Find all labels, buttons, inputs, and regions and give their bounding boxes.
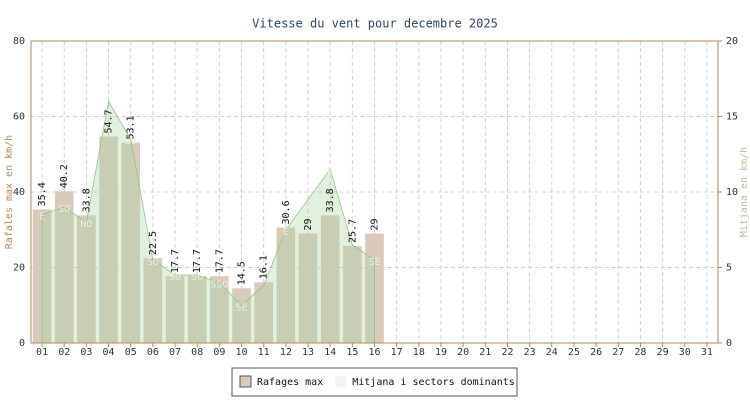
x-tick-label: 29 [657,347,669,358]
x-tick-label: 11 [258,347,270,358]
bar [254,282,274,343]
value-label: 33.8 [81,188,92,212]
value-label: 17.7 [214,249,225,273]
y-tick-label: 40 [13,187,25,198]
x-tick-label: 20 [457,347,469,358]
sector-label: NO [80,219,92,230]
value-label: 14.5 [237,261,248,285]
y-axis-label: Rafales max en km/h [4,135,15,249]
x-tick-label: 15 [346,347,358,358]
x-tick-label: 28 [634,347,646,358]
x-tick-label: 22 [501,347,513,358]
legend-label: Rafages max [257,377,323,388]
bar [187,276,207,343]
value-label: 17.7 [192,249,203,273]
x-tick-label: 01 [36,347,48,358]
sector-label: E [39,212,45,223]
bar [77,215,96,343]
sector-label: E [283,227,289,238]
value-label: 30.6 [281,200,292,224]
bar [276,227,296,343]
x-tick-label: 30 [679,347,691,358]
x-tick-label: 25 [568,347,580,358]
sector-label: SO [125,136,137,147]
legend-swatch [239,375,252,388]
legend-label: Mitjana i sectors dominants [352,377,515,388]
x-tick-label: 08 [191,347,203,358]
x-tick-label: 17 [391,347,403,358]
sector-label: SSO [210,280,228,291]
sector-label: SO [58,204,70,215]
bar [54,191,74,343]
x-tick-label: 03 [80,347,92,358]
value-label: 25.7 [347,219,358,243]
x-tick-label: 05 [125,347,137,358]
value-label: 33.8 [325,188,336,212]
x-tick-label: 12 [280,347,292,358]
legend-box [231,367,518,397]
bar [210,276,229,343]
x-tick-label: 16 [368,347,380,358]
x-tick-label: 04 [103,347,115,358]
x-tick-label: 21 [479,347,491,358]
value-label: 53.1 [126,115,137,139]
y2-tick-label: 20 [726,36,738,47]
x-tick-label: 14 [324,347,336,358]
bar [165,276,185,343]
legend: Rafages max Mitjana i sectors dominants [231,367,518,397]
value-label: 17.7 [170,249,181,273]
bar [298,233,318,343]
value-label: 16.1 [259,255,270,279]
bar [143,258,163,343]
x-tick-label: 09 [213,347,225,358]
sector-label: E [327,166,333,177]
y2-axis-label: Mitjana en km/h [739,147,750,237]
x-tick-label: 27 [612,347,624,358]
bar [343,245,362,343]
plot-frame [30,40,719,344]
y2-tick-label: 5 [726,263,732,274]
y2-tick-label: 10 [726,187,738,198]
y-tick-label: 20 [13,263,25,274]
bar [99,136,118,343]
sector-label: SO [147,257,159,268]
y2-tick-label: 0 [726,338,732,349]
sector-label: SE [368,257,380,268]
y-tick-label: 0 [19,338,25,349]
sector-label: SE [236,302,248,313]
value-label: 35.4 [37,182,48,206]
bar [232,288,251,343]
x-tick-label: 26 [590,347,602,358]
value-label: 40.2 [59,164,70,188]
x-tick-label: 18 [413,347,425,358]
value-label: 29 [303,218,314,230]
x-tick-label: 06 [147,347,159,358]
x-tick-label: 02 [58,347,70,358]
x-tick-label: 13 [302,347,314,358]
legend-swatch [335,376,347,387]
bar [121,142,141,343]
value-label: 22.5 [148,231,159,255]
value-label: 54.7 [104,109,115,133]
y-tick-label: 60 [13,112,25,123]
x-tick-label: 31 [701,347,713,358]
y2-tick-label: 15 [726,112,738,123]
bar [320,215,340,343]
x-tick-label: 10 [236,347,248,358]
chart-title: Vitesse du vent pour decembre 2025 [252,17,498,31]
x-tick-label: 07 [169,347,181,358]
x-tick-label: 19 [435,347,447,358]
x-tick-label: 24 [546,347,558,358]
x-tick-label: 23 [524,347,536,358]
sector-label: SO [191,272,203,283]
value-label: 29 [370,218,381,230]
y-tick-label: 80 [13,36,25,47]
sector-label: SO [169,272,181,283]
area [41,100,375,344]
